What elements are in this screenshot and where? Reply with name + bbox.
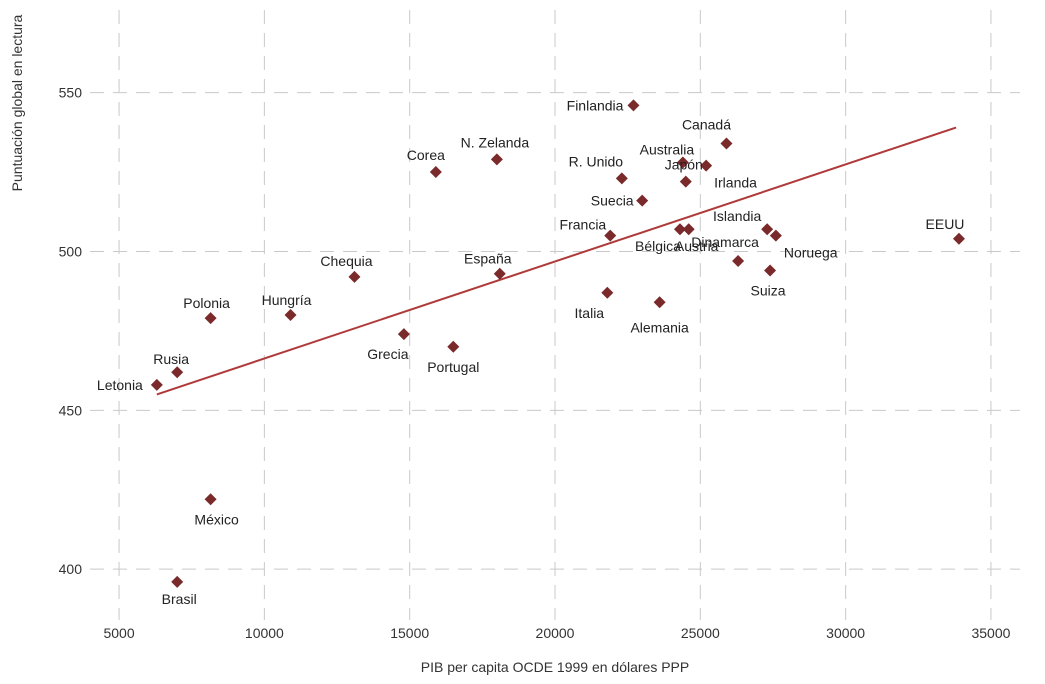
data-point <box>493 267 506 280</box>
point-labels: Letonia Rusia Polonia México Brasil Hungría Ch… <box>97 97 965 607</box>
point-label: Brasil <box>162 591 197 607</box>
data-point <box>150 378 163 391</box>
x-tick-label: 30000 <box>826 625 865 641</box>
data-points <box>150 99 965 588</box>
data-point <box>204 312 217 325</box>
data-point <box>676 156 689 169</box>
point-label: Suiza <box>751 283 786 299</box>
data-point <box>601 286 614 299</box>
point-label: Grecia <box>367 346 408 362</box>
data-point <box>204 493 217 506</box>
point-label: Suecia <box>591 193 634 209</box>
point-label: R. Unido <box>569 153 624 169</box>
point-label: Austria <box>675 238 719 254</box>
point-label: Rusia <box>153 351 189 367</box>
x-tick-label: 5000 <box>103 625 134 641</box>
y-tick-label: 500 <box>59 243 83 259</box>
point-label: Chequia <box>320 253 372 269</box>
point-label: España <box>464 251 512 267</box>
point-label: EEUU <box>926 216 965 232</box>
point-label: Italia <box>575 305 605 321</box>
point-label: Bélgica <box>635 238 681 254</box>
data-point <box>604 229 617 242</box>
point-label: Alemania <box>630 319 689 335</box>
data-point <box>627 99 640 112</box>
data-point <box>348 270 361 283</box>
point-label: Noruega <box>784 245 838 261</box>
data-point <box>397 328 410 341</box>
grid <box>90 10 1020 620</box>
y-tick-label: 450 <box>59 402 83 418</box>
point-label: Polonia <box>183 295 230 311</box>
data-point <box>732 254 745 267</box>
data-point <box>490 153 503 166</box>
data-point <box>171 575 184 588</box>
point-label: Canadá <box>682 116 731 132</box>
data-point <box>764 264 777 277</box>
x-tick-label: 20000 <box>536 625 575 641</box>
data-point <box>769 229 782 242</box>
point-label: Francia <box>560 217 607 233</box>
x-tick-label: 10000 <box>245 625 284 641</box>
data-point <box>673 223 686 236</box>
x-tick-label: 25000 <box>681 625 720 641</box>
point-label: Japón <box>665 157 703 173</box>
point-label: Portugal <box>427 359 479 375</box>
point-label: Corea <box>407 147 445 163</box>
data-point <box>653 296 666 309</box>
trend-line <box>156 126 957 396</box>
point-label: Hungría <box>262 292 312 308</box>
x-tick-label: 15000 <box>390 625 429 641</box>
tick-labels: 5000 10000 15000 20000 25000 30000 35000 400 450… <box>59 85 1011 641</box>
data-point <box>761 223 774 236</box>
point-label: Dinamarca <box>691 234 759 250</box>
point-label: N. Zelanda <box>461 134 530 150</box>
x-axis-title: PIB per capita OCDE 1999 en dólares PPP <box>421 659 689 675</box>
data-point <box>952 232 965 245</box>
data-point <box>636 194 649 207</box>
data-point <box>700 159 713 172</box>
point-label: Australia <box>640 142 695 158</box>
data-point <box>615 172 628 185</box>
point-label: Irlanda <box>714 175 757 191</box>
x-tick-label: 35000 <box>971 625 1010 641</box>
y-tick-label: 550 <box>59 85 83 101</box>
data-point <box>429 166 442 179</box>
point-label: Finlandia <box>567 97 624 113</box>
data-point <box>720 137 733 150</box>
data-point <box>447 340 460 353</box>
trend-line-layer <box>156 126 957 396</box>
data-point <box>171 366 184 379</box>
point-label: Islandia <box>713 208 761 224</box>
point-label: Letonia <box>97 377 143 393</box>
data-point <box>682 223 695 236</box>
data-point <box>679 175 692 188</box>
y-axis-title: Puntuación global en lectura <box>9 14 25 191</box>
data-point <box>284 309 297 321</box>
point-label: México <box>194 511 239 527</box>
y-tick-label: 400 <box>59 561 83 577</box>
